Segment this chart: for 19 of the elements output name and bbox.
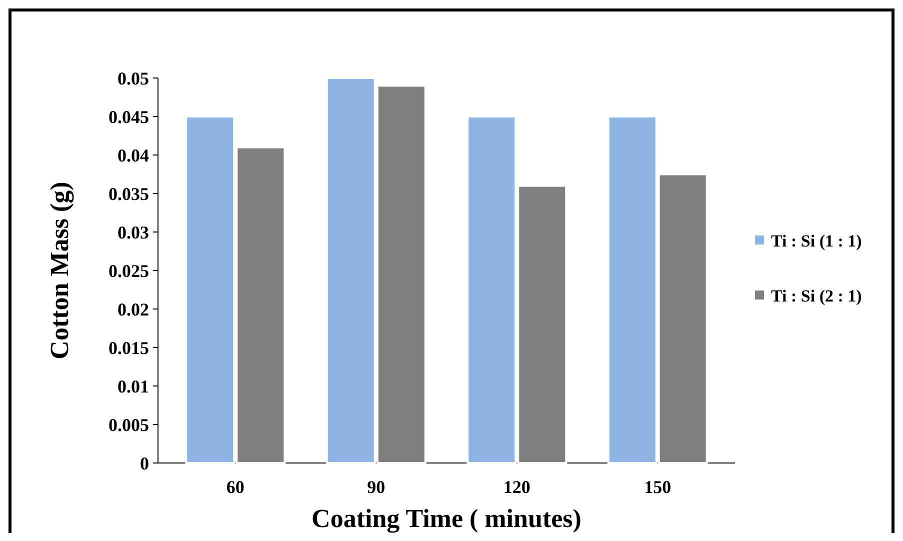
x-axis-title: Coating Time ( minutes) (312, 504, 582, 533)
y-tick-label: 0.02 (118, 299, 149, 320)
y-tick-label: 0.04 (118, 145, 149, 166)
y-tick-label: 0.05 (118, 68, 149, 88)
y-tick-label: 0.005 (108, 414, 149, 435)
x-tick-label: 120 (503, 477, 530, 497)
y-axis-title: Cotton Mass (g) (45, 182, 74, 360)
x-tick-label: 60 (226, 477, 244, 497)
y-tick-label: 0.01 (118, 376, 149, 396)
y-tick-label: 0.035 (108, 184, 149, 204)
y-tick-label: 0 (140, 453, 149, 474)
y-tick-label: 0.025 (108, 260, 149, 281)
y-tick-label: 0.045 (108, 106, 149, 127)
x-tick-label: 90 (367, 477, 386, 497)
y-tick-label: 0.015 (108, 338, 149, 358)
x-tick-label: 150 (644, 477, 672, 497)
legend-label: Ti : Si (2 : 1) (771, 286, 862, 306)
legend-label: Ti : Si (1 : 1) (771, 231, 862, 250)
y-tick-label: 0.03 (118, 222, 149, 242)
